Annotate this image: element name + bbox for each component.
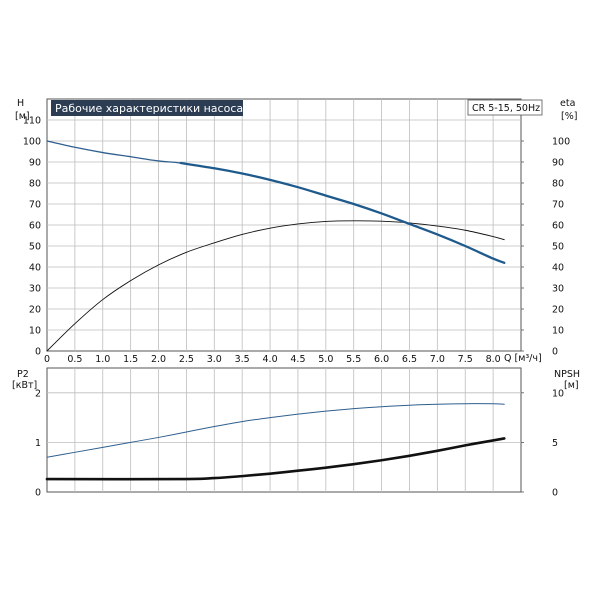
top-x-ticks: 0 0.5 1.0 1.5 2.0 2.5 3.0 3.5 4.0 4.5 5.0 5.5 6.0 6.5… bbox=[44, 354, 501, 365]
bottom-right-ticks: 0 5 10 bbox=[521, 388, 564, 499]
top-left-ticks: 0 10 20 30 40 50 60 70 80 90 100 110 bbox=[23, 116, 41, 358]
x-tick-label: 6.0 bbox=[374, 354, 389, 365]
y-left-tick-label: 70 bbox=[29, 200, 41, 211]
y-right-tick-label: 0 bbox=[552, 347, 558, 358]
power-axis-label: P2 bbox=[17, 369, 29, 380]
y-left-tick-label: 100 bbox=[23, 137, 41, 148]
y-right-tick-label: 20 bbox=[552, 305, 564, 316]
bottom-left-ticks: 0 1 2 bbox=[35, 388, 41, 498]
top-series bbox=[46, 140, 506, 352]
x-tick-label: 1.5 bbox=[123, 354, 138, 365]
y-left-tick-label: 2 bbox=[35, 388, 41, 399]
x-tick-label: 5.5 bbox=[346, 354, 361, 365]
y-right-tick-label: 10 bbox=[552, 388, 564, 399]
model-badge: CR 5-15, 50Hz bbox=[472, 103, 540, 114]
x-tick-label: 2.0 bbox=[151, 354, 166, 365]
head-efficiency-panel: 0 0.5 1.0 1.5 2.0 2.5 3.0 3.5 4.0 4.5 5.0 5.5 6.0 6.5… bbox=[15, 98, 577, 365]
x-tick-label: 7.0 bbox=[430, 354, 445, 365]
bottom-plot-frame bbox=[46, 367, 522, 493]
left-axis-label: H bbox=[17, 98, 24, 109]
x-tick-label: 1.0 bbox=[95, 354, 110, 365]
y-right-tick-label: 10 bbox=[552, 326, 564, 337]
y-right-tick-label: 50 bbox=[552, 242, 564, 253]
top-right-ticks: 0 10 20 30 40 50 60 70 80 90 100 bbox=[521, 137, 570, 358]
y-right-tick-label: 100 bbox=[552, 137, 570, 148]
y-right-tick-label: 60 bbox=[552, 221, 564, 232]
power-curve bbox=[46, 403, 505, 458]
y-left-tick-label: 30 bbox=[29, 284, 41, 295]
bottom-grid bbox=[47, 368, 521, 492]
top-grid bbox=[47, 99, 521, 351]
power-axis-unit: [кВт] bbox=[12, 380, 37, 391]
y-right-tick-label: 5 bbox=[552, 438, 558, 449]
x-tick-label: 2.5 bbox=[179, 354, 194, 365]
y-right-tick-label: 90 bbox=[552, 158, 564, 169]
x-tick-label: 3.0 bbox=[207, 354, 222, 365]
y-left-tick-label: 50 bbox=[29, 242, 41, 253]
right-axis-label: eta bbox=[560, 98, 575, 109]
y-left-tick-label: 1 bbox=[35, 438, 41, 449]
x-tick-label: 0.5 bbox=[67, 354, 82, 365]
y-left-tick-label: 10 bbox=[29, 326, 41, 337]
x-tick-label: 5.0 bbox=[318, 354, 333, 365]
y-left-tick-label: 20 bbox=[29, 305, 41, 316]
chart-title: Рабочие характеристики насоса bbox=[55, 102, 243, 115]
y-left-tick-label: 0 bbox=[35, 488, 41, 499]
x-tick-label: 3.5 bbox=[235, 354, 250, 365]
model-badge-box bbox=[467, 99, 543, 116]
npsh-curve bbox=[45, 437, 506, 481]
y-right-tick-label: 80 bbox=[552, 179, 564, 190]
y-left-tick-label: 80 bbox=[29, 179, 41, 190]
power-npsh-panel: 0 1 2 0 5 10 P2 [кВт] NPSH [м] bbox=[12, 367, 580, 499]
efficiency-curve bbox=[46, 220, 505, 352]
x-tick-label: 7.5 bbox=[458, 354, 473, 365]
npsh-axis-label: NPSH bbox=[554, 369, 580, 380]
x-tick-label: 6.5 bbox=[402, 354, 417, 365]
head-curve bbox=[46, 140, 505, 264]
y-left-tick-label: 0 bbox=[35, 347, 41, 358]
x-tick-label: 4.5 bbox=[290, 354, 305, 365]
x-tick-label: 4.0 bbox=[263, 354, 278, 365]
npsh-axis-unit: [м] bbox=[564, 380, 579, 391]
y-right-tick-label: 0 bbox=[552, 488, 558, 499]
x-axis-label: Q [м³/ч] bbox=[504, 353, 542, 364]
x-tick-label: 0 bbox=[44, 354, 50, 365]
y-left-tick-label: 90 bbox=[29, 158, 41, 169]
right-axis-unit: [%] bbox=[561, 111, 577, 122]
head-curve-operating-range bbox=[179, 161, 506, 264]
y-right-tick-label: 40 bbox=[552, 263, 564, 274]
y-right-tick-label: 30 bbox=[552, 284, 564, 295]
y-right-tick-label: 70 bbox=[552, 200, 564, 211]
y-left-tick-label: 110 bbox=[23, 116, 41, 127]
y-left-tick-label: 60 bbox=[29, 221, 41, 232]
y-left-tick-label: 40 bbox=[29, 263, 41, 274]
chart-title-bar bbox=[51, 100, 243, 116]
left-axis-unit: [м] bbox=[15, 111, 30, 122]
bottom-series bbox=[45, 403, 506, 481]
x-tick-label: 8.0 bbox=[486, 354, 501, 365]
